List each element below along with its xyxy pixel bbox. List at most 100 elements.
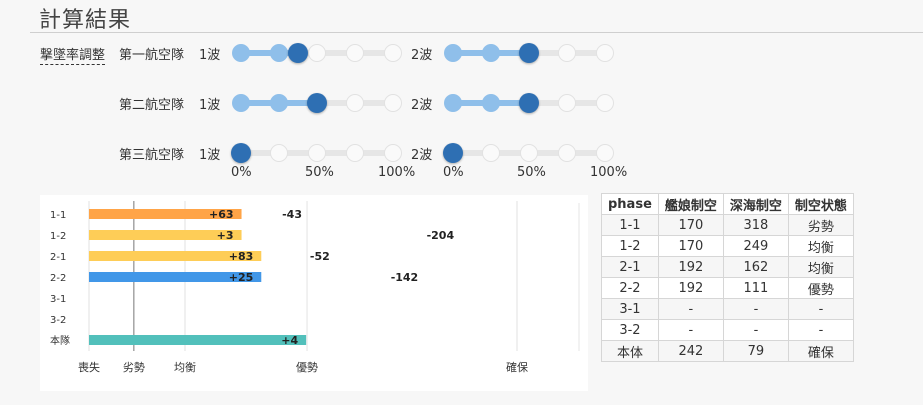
slider-handle[interactable] [231,143,251,163]
slider-step[interactable] [558,44,576,62]
shortfall-label: -52 [310,250,330,263]
slider-step[interactable] [270,44,288,62]
table-row: 1-2 170 249 均衡 [601,235,854,257]
slider-step[interactable] [232,44,250,62]
slider-step[interactable] [308,44,326,62]
slider-handle[interactable] [519,93,539,113]
table-cell: 111 [722,277,789,299]
scale-label: 0% [443,165,464,180]
scale-label: 100% [590,165,628,180]
table-cell: 79 [722,340,789,362]
table-row: 1-1 170 318 劣勢 [601,214,854,236]
slider-step[interactable] [384,144,402,162]
slider-handle[interactable] [307,93,327,113]
table-cell: 242 [657,340,724,362]
air-power-chart-svg: 喪失 劣勢 均衡 優勢 確保 1-1 +63 -43 1-2 +3 -204 2-1 +83 -52 2-2… [50,201,580,374]
table-row: 3-2- - - [601,319,854,341]
slider-step[interactable] [346,44,364,62]
threshold-label-1: 劣勢 [123,360,145,374]
slider-handle[interactable] [443,143,463,163]
table-cell: 均衡 [787,256,854,278]
slider-step[interactable] [596,94,614,112]
squadron-2-wave2-slider[interactable] [444,93,614,113]
table-cell: 318 [722,214,789,236]
slider-step[interactable] [558,144,576,162]
table-cell: 1-2 [601,235,659,257]
table-cell: - [787,319,854,341]
table-cell: 均衡 [787,235,854,257]
table-cell: 優勢 [787,277,854,299]
shortfall-label: -43 [282,208,302,221]
slider-step[interactable] [558,94,576,112]
title-divider [30,32,923,33]
slider-step[interactable] [482,94,500,112]
slider-step[interactable] [444,44,462,62]
bar-label: +63 [209,208,234,221]
bar [89,230,242,240]
table-cell: 本体 [601,340,659,362]
table-cell: 192 [657,277,724,299]
table-row: 2-2 192 111 優勢 [601,277,854,299]
slider-step[interactable] [346,144,364,162]
category-label: 本隊 [50,334,70,347]
slider-step[interactable] [270,94,288,112]
table-cell: 192 [657,256,724,278]
slider-step[interactable] [596,144,614,162]
table-cell: 劣勢 [787,214,854,236]
table-cell: 249 [722,235,789,257]
bar-label: +4 [281,334,298,347]
slider-step[interactable] [444,94,462,112]
table-cell: 確保 [787,340,854,362]
table-cell: 3-2 [601,319,659,341]
squadron-3-label: 第三航空隊 [119,148,185,163]
category-label: 3-1 [50,294,66,305]
table-cell: - [787,298,854,320]
slider-step[interactable] [482,44,500,62]
shortfall-label: -142 [391,271,419,284]
bar-label: +25 [229,271,254,284]
category-label: 1-1 [50,210,66,221]
squadron-3-wave1-slider[interactable] [231,143,402,163]
squadron-1-wave2-label: 2波 [411,48,433,63]
category-label: 1-2 [50,231,66,242]
squadron-1-wave2-slider[interactable] [444,43,614,63]
table-cell: - [722,319,789,341]
air-state-table: phase 艦娘制空 深海制空 制空状態 1-1 170 318 劣勢 1-2 170 249 均衡… [601,193,854,362]
table-header-row: phase 艦娘制空 深海制空 制空状態 [601,193,854,215]
category-label: 2-2 [50,273,66,284]
bar-label: +3 [217,229,234,242]
slider-step[interactable] [520,144,538,162]
slider-step[interactable] [232,94,250,112]
squadron-1-label: 第一航空隊 [119,48,185,63]
table-cell: 3-1 [601,298,659,320]
slider-handle[interactable] [288,43,308,63]
slider-step[interactable] [384,94,402,112]
scale-label: 0% [231,165,252,180]
category-label: 2-1 [50,252,66,263]
slider-step[interactable] [346,94,364,112]
squadron-2-wave2-label: 2波 [411,98,433,113]
scale-label: 50% [517,165,546,180]
scale-label: 100% [378,165,416,180]
squadron-2-wave1-slider[interactable] [232,93,402,113]
threshold-label-2: 均衡 [174,361,196,374]
table-header-cell: 制空状態 [787,193,854,215]
slider-step[interactable] [596,44,614,62]
slider-step[interactable] [270,144,288,162]
squadron-3-wave2-slider[interactable] [443,143,614,163]
shortfall-label: -204 [427,229,455,242]
table-row: 2-1 192 162 均衡 [601,256,854,278]
slider-step[interactable] [384,44,402,62]
table-cell: - [657,319,724,341]
bar [89,335,307,345]
table-header-cell: phase [601,193,659,215]
slider-step[interactable] [308,144,326,162]
slider-step[interactable] [482,144,500,162]
bar-label: +83 [229,250,254,263]
squadron-1-wave1-slider[interactable] [232,43,402,63]
slider-handle[interactable] [519,43,539,63]
shootdown-adjust-label[interactable]: 撃墜率調整 [40,44,106,65]
category-label: 3-2 [50,315,66,326]
scale-label: 50% [305,165,334,180]
bar [89,272,262,282]
